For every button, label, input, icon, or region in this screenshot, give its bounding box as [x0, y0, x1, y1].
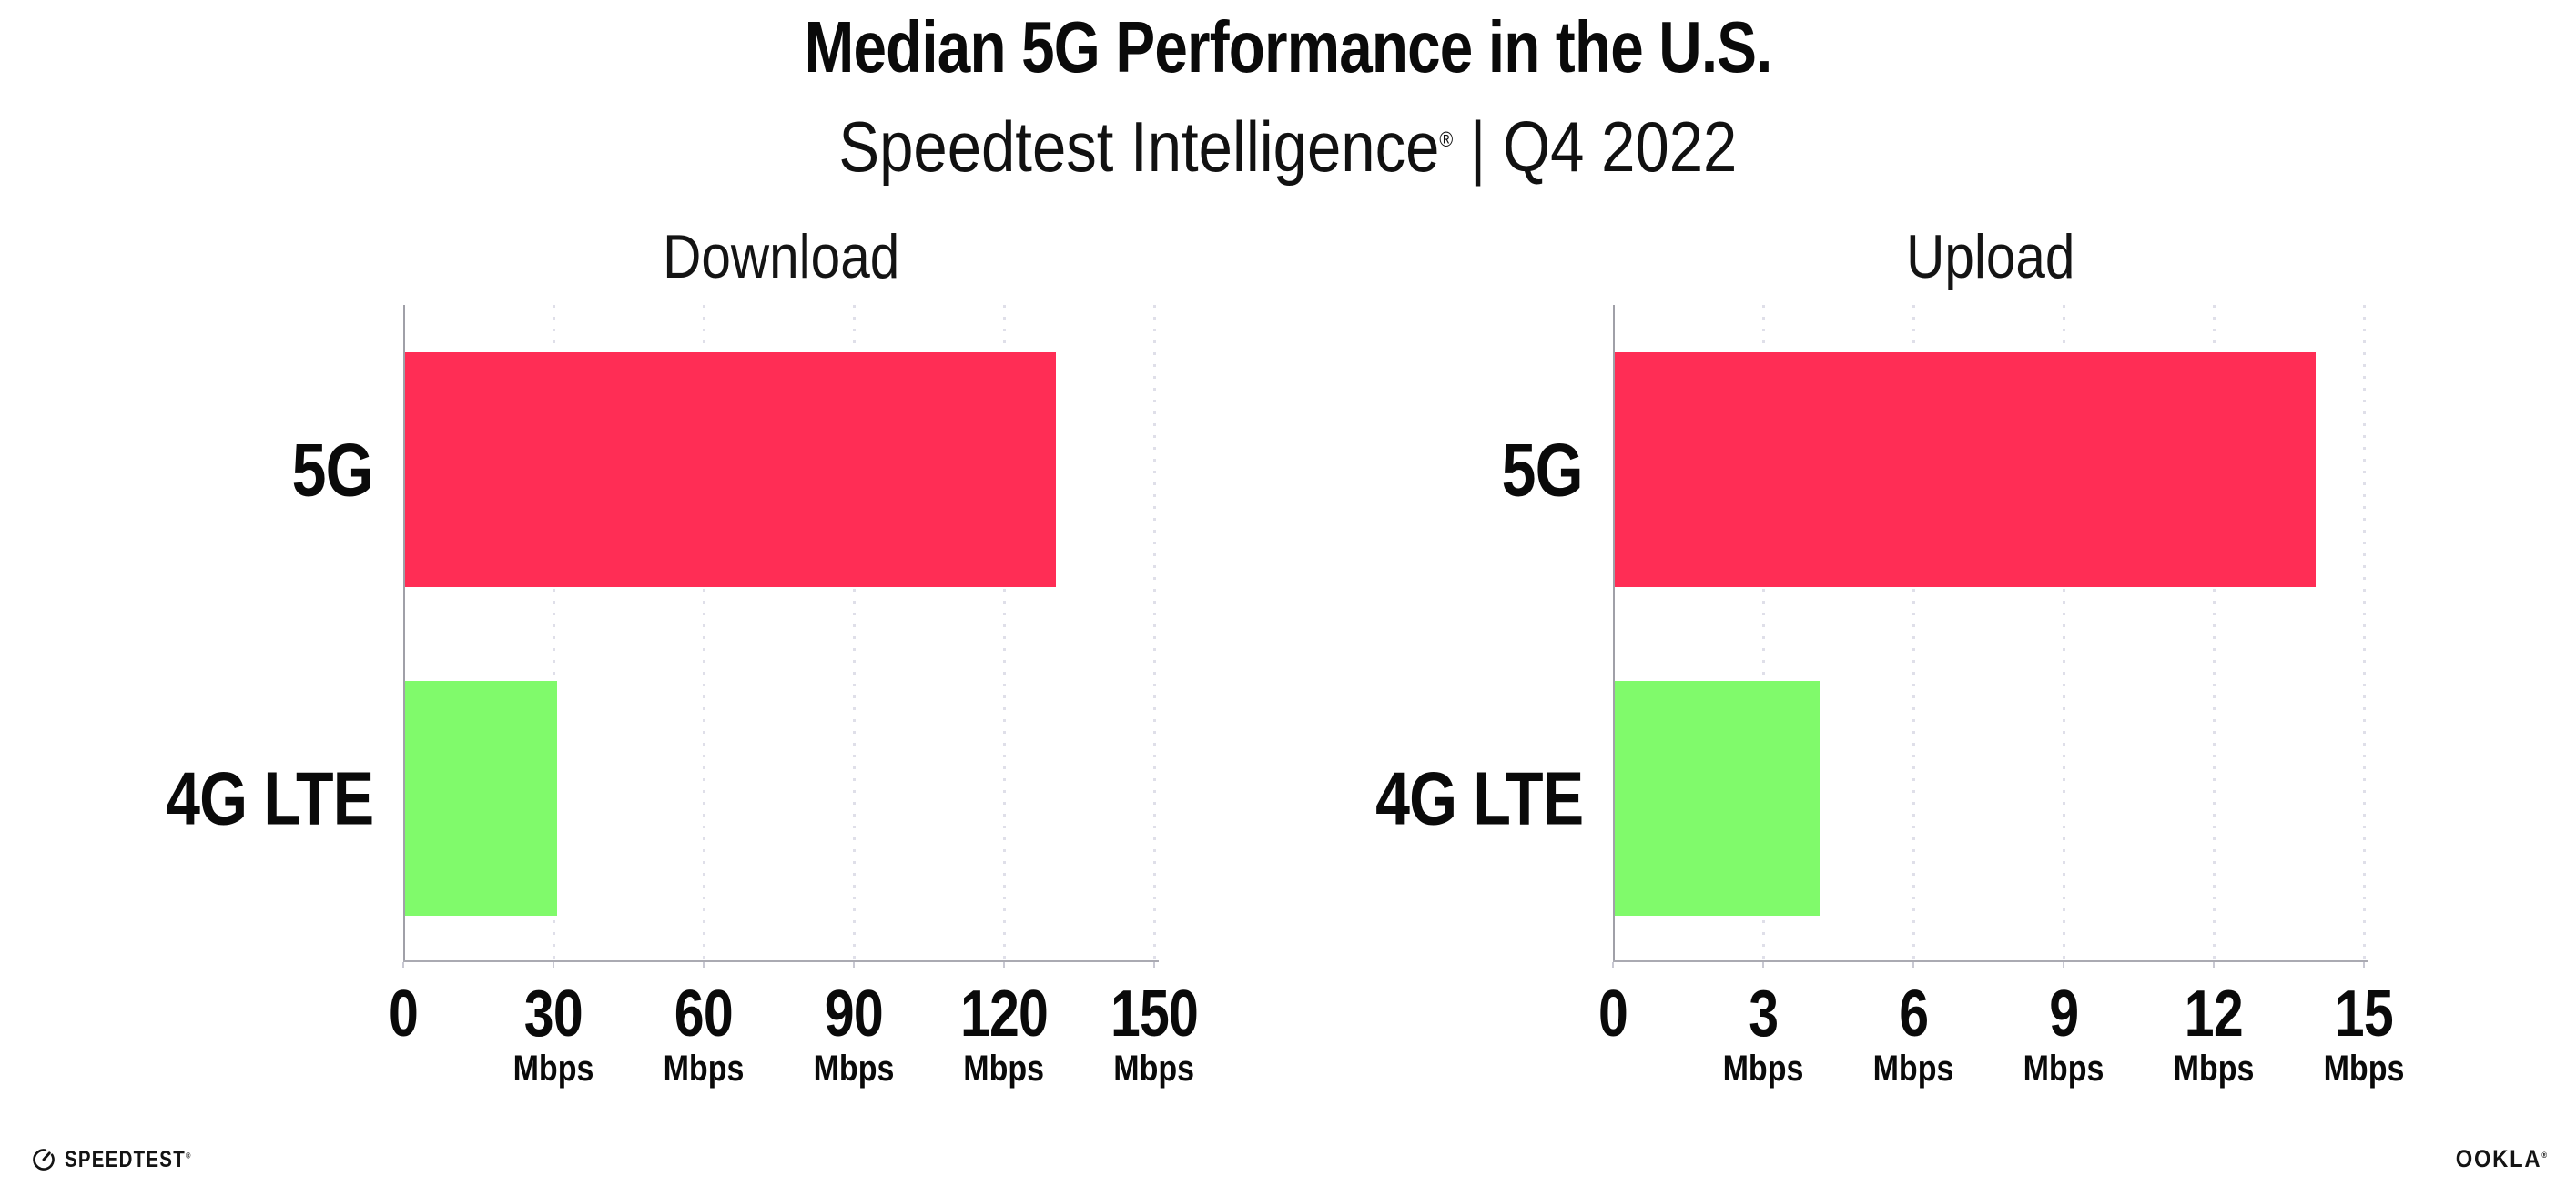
plot-area-upload: 5G 4G LTE	[1375, 305, 2368, 968]
tick-label: 15 Mbps	[2317, 979, 2411, 1087]
tick-number: 120	[959, 978, 1049, 1050]
gridline	[2213, 305, 2216, 960]
axis-tick-mark	[2063, 962, 2064, 968]
bar-4g-lte	[405, 680, 557, 916]
ookla-registered-mark-icon: ®	[2541, 1151, 2547, 1160]
axis-tick-mark	[2213, 962, 2215, 968]
registered-mark-icon: ®	[1439, 127, 1454, 151]
axis-tick-mark	[1912, 962, 1914, 968]
axis-tick-mark	[2363, 962, 2365, 968]
tick-number: 15	[2334, 978, 2394, 1050]
category-label-4g-lte: 4G LTE	[165, 756, 374, 840]
gridline	[1762, 305, 1765, 960]
tick-unit: Mbps	[2323, 1049, 2405, 1089]
bar-4g-lte	[1615, 680, 1820, 916]
tick-unit: Mbps	[963, 1049, 1045, 1089]
tick-label: 60 Mbps	[656, 979, 751, 1087]
axis-tick-mark	[553, 962, 554, 968]
tick-unit: Mbps	[1113, 1049, 1195, 1089]
tick-number: 150	[1110, 978, 1199, 1050]
gridline	[1153, 305, 1156, 960]
tick-number: 3	[1748, 978, 1779, 1050]
tick-unit: Mbps	[1872, 1049, 1954, 1089]
header: Median 5G Performance in the U.S. Speedt…	[0, 11, 2576, 183]
ookla-logo: OOKLA®	[2443, 1147, 2547, 1172]
chart-title-text: Upload	[1906, 222, 2075, 291]
tick-number: 90	[824, 978, 884, 1050]
tick-label: 90 Mbps	[806, 979, 901, 1087]
tick-number: 60	[674, 978, 734, 1050]
y-axis-line	[403, 305, 405, 962]
plot-area-download: 5G 4G LTE	[166, 305, 1159, 968]
tick-label: 9 Mbps	[2016, 979, 2111, 1087]
tick-unit: Mbps	[2173, 1049, 2255, 1089]
gridline	[553, 305, 555, 960]
axis-tick-mark	[1153, 962, 1155, 968]
x-axis-line	[1613, 960, 2368, 962]
speedtest-registered-mark-icon: ®	[185, 1151, 192, 1161]
x-axis-tick-labels: 0 30 Mbps 60 Mbps 90 Mbps 120 Mbps 150 Mbps	[389, 979, 1199, 1107]
gridline	[853, 305, 856, 960]
tick-number: 6	[1898, 978, 1929, 1050]
bar-5g	[405, 351, 1056, 587]
tick-number: 0	[388, 978, 419, 1050]
axis-tick-mark	[1003, 962, 1005, 968]
y-axis-line	[1613, 305, 1615, 962]
page-title-text: Median 5G Performance in the U.S.	[804, 6, 1773, 87]
axis-tick-mark	[1612, 962, 1614, 968]
x-axis-tick-labels: 0 3 Mbps 6 Mbps 9 Mbps 12 Mbps 15 Mbps	[1598, 979, 2404, 1107]
tick-label: 120 Mbps	[950, 979, 1057, 1087]
chart-title-text: Download	[662, 222, 900, 291]
chart-title-upload: Upload	[1613, 226, 2368, 288]
category-label-4g-lte: 4G LTE	[1374, 756, 1584, 840]
page-subtitle: Speedtest Intelligence® | Q4 2022	[0, 104, 2576, 182]
speedtest-label: SPEEDTEST	[65, 1146, 186, 1172]
ookla-wordmark-text: OOKLA®	[2456, 1147, 2547, 1172]
subtitle-period: | Q4 2022	[1453, 107, 1738, 187]
tick-label: 0	[1595, 979, 1630, 1049]
gridline	[1003, 305, 1006, 960]
tick-label: 6 Mbps	[1866, 979, 1961, 1087]
speedtest-wordmark-text: SPEEDTEST®	[65, 1146, 192, 1172]
gridline	[703, 305, 705, 960]
tick-number: 0	[1597, 978, 1628, 1050]
gridline	[2063, 305, 2065, 960]
page-subtitle-text: Speedtest Intelligence® | Q4 2022	[839, 104, 1738, 182]
tick-label: 150 Mbps	[1100, 979, 1207, 1087]
x-axis-line	[403, 960, 1159, 962]
chart-title-download: Download	[403, 226, 1159, 288]
tick-number: 30	[523, 978, 583, 1050]
page-title: Median 5G Performance in the U.S.	[0, 11, 2576, 84]
category-label-5g: 5G	[1501, 427, 1584, 512]
ookla-label: OOKLA	[2455, 1145, 2542, 1172]
tick-label: 0	[385, 979, 421, 1049]
category-label-5g: 5G	[291, 427, 374, 512]
subtitle-brand: Speedtest Intelligence	[838, 107, 1440, 187]
bar-5g	[1615, 351, 2316, 587]
axis-tick-mark	[402, 962, 404, 968]
speedtest-logo: SPEEDTEST®	[31, 1145, 219, 1174]
axis-tick-mark	[1762, 962, 1764, 968]
tick-label: 12 Mbps	[2166, 979, 2261, 1087]
tick-unit: Mbps	[663, 1049, 745, 1089]
tick-unit: Mbps	[2023, 1049, 2104, 1089]
tick-unit: Mbps	[813, 1049, 895, 1089]
gridline	[1912, 305, 1915, 960]
tick-label: 3 Mbps	[1716, 979, 1810, 1087]
tick-unit: Mbps	[1722, 1049, 1804, 1089]
tick-number: 12	[2184, 978, 2244, 1050]
tick-label: 30 Mbps	[506, 979, 601, 1087]
speedtest-wordmark: SPEEDTEST®	[65, 1146, 219, 1172]
tick-number: 9	[2048, 978, 2079, 1050]
gridline	[2363, 305, 2366, 960]
speedtest-gauge-icon	[33, 1149, 55, 1171]
axis-tick-mark	[853, 962, 855, 968]
axis-tick-mark	[703, 962, 705, 968]
tick-unit: Mbps	[512, 1049, 594, 1089]
ookla-wordmark: OOKLA®	[2443, 1147, 2547, 1172]
